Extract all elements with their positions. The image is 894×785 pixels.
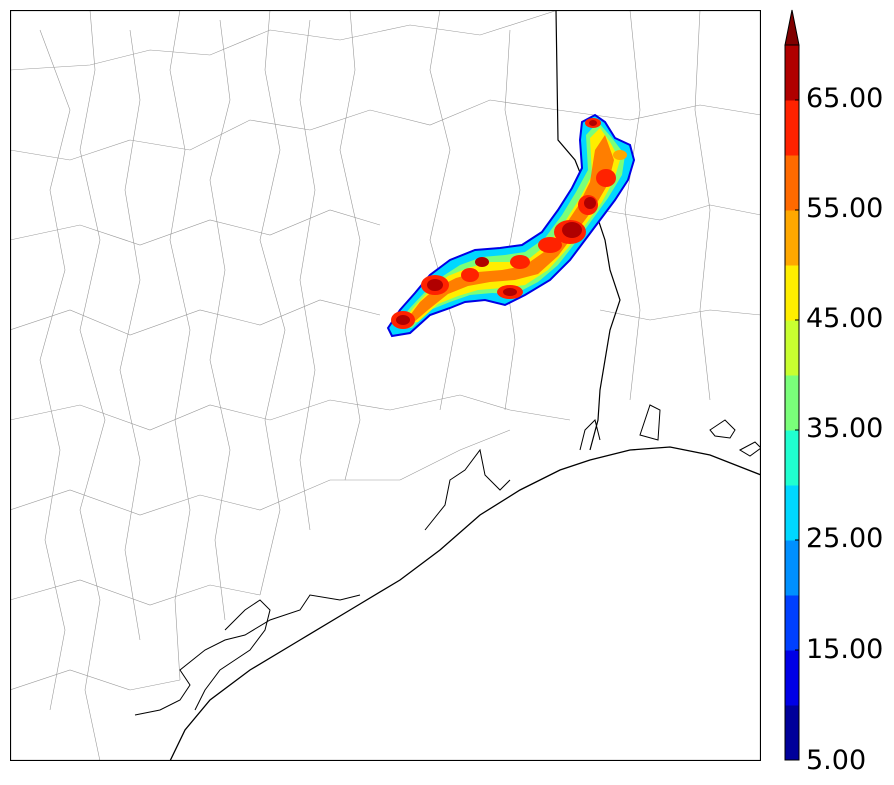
colorbar-bin bbox=[785, 430, 799, 486]
county-boundaries bbox=[10, 10, 761, 761]
map-panel bbox=[10, 10, 761, 761]
colorbar-tick-label: 25.00 bbox=[806, 523, 884, 554]
colorbar-tick-label: 55.00 bbox=[806, 193, 884, 224]
swath-band-yellow bbox=[402, 128, 620, 322]
colorbar-bin bbox=[785, 265, 799, 321]
colorbar-bin bbox=[785, 100, 799, 156]
colorbar-bin bbox=[785, 320, 799, 376]
coastline bbox=[169, 446, 761, 761]
colorbar-bin bbox=[785, 650, 799, 706]
colorbar-tick-label: 35.00 bbox=[806, 413, 884, 444]
map-border bbox=[10, 10, 761, 761]
colorbar-bin bbox=[785, 375, 799, 431]
colorbar bbox=[784, 9, 800, 761]
state-border bbox=[555, 10, 621, 451]
colorbar-outline bbox=[784, 44, 800, 761]
colorbar-tick-label: 45.00 bbox=[806, 303, 884, 334]
colorbar-tick-label: 65.00 bbox=[806, 83, 884, 114]
colorbar-bin bbox=[785, 45, 799, 101]
precipitation-swath bbox=[386, 113, 636, 338]
colorbar-bin bbox=[785, 540, 799, 596]
colorbar-tick-label: 5.00 bbox=[806, 745, 867, 776]
colorbar-bin bbox=[785, 155, 799, 211]
colorbar-extend-arrow bbox=[784, 9, 800, 46]
colorbar-bin bbox=[785, 210, 799, 266]
colorbar-bin bbox=[785, 595, 799, 651]
bays-and-inlets bbox=[134, 404, 761, 716]
swath-cores bbox=[391, 118, 627, 329]
colorbar-bin bbox=[785, 705, 799, 761]
colorbar-tick-label: 15.00 bbox=[806, 634, 884, 665]
colorbar-bin bbox=[785, 485, 799, 541]
